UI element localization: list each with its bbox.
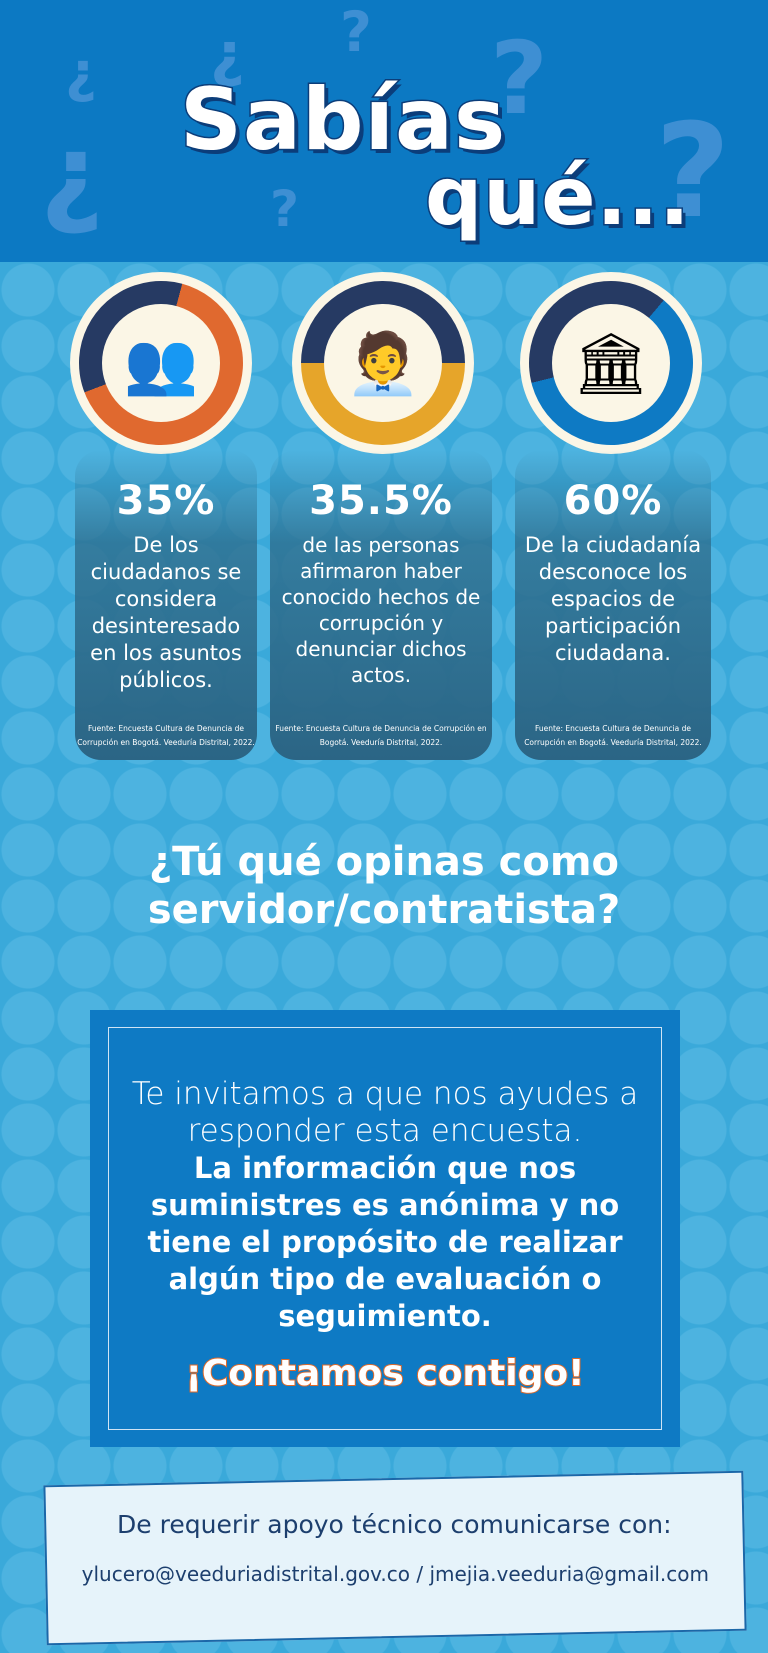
stat-card-1: 35% De los ciudadanos se considera desin… (75, 450, 257, 760)
public-servant-icon: 🧑‍💼 (345, 328, 421, 399)
stat-card-3: 60% De la ciudadanía desconoce los espac… (515, 450, 711, 760)
invitation-box: Te invitamos a que nos ayudes a responde… (90, 1010, 680, 1447)
question-mark-icon: ? (655, 95, 731, 247)
question-mark-icon: ? (270, 180, 300, 238)
stat-description: de las personas afirmaron haber conocido… (281, 533, 481, 687)
contact-label: De requerir apoyo técnico comunicarse co… (117, 1510, 672, 1540)
question-heading: ¿Tú qué opinas como servidor/contratista… (0, 838, 768, 934)
title-line1: Sabías (178, 69, 507, 172)
capitol-building-icon: 🏛 (572, 328, 650, 399)
title-line2: qué... (424, 149, 692, 245)
question-mark-icon: ¿ (210, 20, 245, 90)
stat-ring-2: 🧑‍💼 (292, 272, 474, 454)
stat-value: 35.5% (309, 478, 453, 524)
question-mark-icon: ? (340, 0, 372, 64)
invitation-text: Te invitamos a que nos ayudes a responde… (131, 1076, 639, 1149)
stat-ring-1: 👥 (60, 262, 262, 464)
header: ¿ ¿ ¿ ? ? ? ? Sabías qué... (0, 0, 768, 262)
stat-card-2: 35.5% de las personas afirmaron haber co… (270, 450, 492, 760)
question-line1: ¿Tú qué opinas como (148, 839, 620, 885)
stat-value: 35% (116, 478, 216, 524)
contact-emails[interactable]: ylucero@veeduriadistrital.gov.co / jmeji… (81, 1561, 710, 1586)
question-mark-icon: ¿ (65, 40, 97, 104)
stat-description: De los ciudadanos se considera desintere… (90, 533, 242, 692)
question-line2: servidor/contratista? (147, 887, 621, 933)
citizens-icon: 👥 (123, 328, 199, 399)
cta-text: ¡Contamos contigo! (184, 1352, 585, 1395)
stat-source: Fuente: Encuesta Cultura de Denuncia de … (275, 724, 487, 747)
question-mark-icon: ¿ (40, 110, 104, 238)
stat-source: Fuente: Encuesta Cultura de Denuncia de … (524, 724, 702, 747)
stat-description: De la ciudadanía desconoce los espacios … (524, 533, 702, 665)
stat-ring-3: 🏛 (495, 247, 727, 479)
question-mark-icon: ? (490, 20, 549, 137)
anonymity-text: La información que nos suministres es an… (147, 1151, 623, 1333)
contact-box: De requerir apoyo técnico comunicarse co… (43, 1470, 747, 1646)
stat-value: 60% (563, 478, 663, 524)
stat-source: Fuente: Encuesta Cultura de Denuncia de … (77, 724, 255, 747)
